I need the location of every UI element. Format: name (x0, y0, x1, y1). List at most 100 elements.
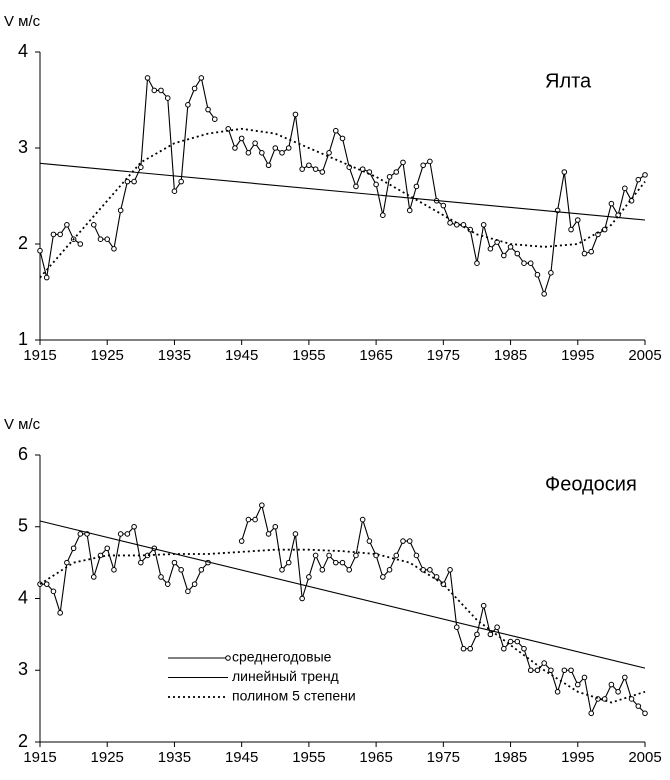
data-point (400, 159, 406, 166)
y-tick-label: 1 (18, 329, 28, 349)
data-point (131, 178, 137, 185)
data-point (447, 220, 453, 226)
data-point (332, 559, 339, 566)
data-point (507, 638, 514, 645)
x-tick-label: 1975 (427, 749, 460, 766)
data-point (521, 645, 527, 652)
data-point (37, 247, 43, 254)
x-tick-label: 1975 (427, 347, 460, 364)
data-point (622, 185, 628, 192)
data-point (460, 645, 467, 652)
series-line (39, 127, 646, 279)
chart: V м/с Феодосия 2 3 4 5 6 1915 1925 1935 1945 1955 19… (4, 416, 662, 766)
data-point (527, 260, 534, 267)
data-point (259, 150, 265, 156)
data-point (164, 95, 171, 101)
data-point (158, 574, 164, 580)
data-point (97, 236, 104, 242)
data-point (43, 274, 50, 281)
data-point (474, 631, 480, 638)
data-point (50, 231, 57, 238)
data-point (574, 681, 581, 688)
data-point (413, 183, 420, 190)
legend-label: линейный тренд (232, 668, 339, 684)
data-point (353, 552, 359, 559)
data-point (359, 166, 366, 172)
data-point (171, 188, 178, 194)
data-point (158, 87, 164, 94)
x-tick-label: 1915 (23, 347, 56, 364)
data-point (548, 270, 554, 276)
data-point (272, 523, 279, 530)
data-point (514, 638, 521, 645)
data-point (628, 696, 635, 702)
data-point (427, 567, 433, 573)
data-point (413, 552, 420, 559)
data-point (608, 200, 615, 207)
data-point (144, 75, 151, 81)
data-point (380, 212, 386, 218)
x-tick-label: 1995 (561, 749, 594, 766)
y-tick-label: 3 (18, 659, 28, 679)
legend-marker (225, 655, 231, 661)
data-point (138, 559, 144, 566)
data-point (111, 246, 117, 252)
data-point (487, 631, 494, 638)
data-point (285, 559, 292, 566)
data-point (64, 559, 70, 566)
data-point (117, 531, 124, 537)
data-point (131, 523, 137, 530)
y-axis-label: V м/с (4, 416, 41, 433)
data-point (494, 624, 500, 631)
x-tick-label: 1965 (359, 347, 392, 364)
data-point (319, 567, 326, 573)
x-tick-label: 1955 (292, 749, 325, 766)
data-point (332, 127, 339, 134)
x-tick-label: 1935 (158, 749, 191, 766)
data-point (306, 162, 312, 169)
data-point (191, 85, 198, 92)
x-tick-label: 1945 (225, 749, 258, 766)
data-point (554, 688, 561, 695)
data-point (467, 645, 474, 652)
legend-label: полином 5 степени (232, 688, 356, 704)
data-point (104, 236, 111, 242)
data-point (326, 552, 332, 559)
data-point (581, 674, 588, 681)
data-point (521, 260, 527, 267)
x-tick-label: 1985 (494, 347, 527, 364)
chart: V м/с Ялта 1 2 3 4 1915 1925 1935 1945 1955 1965 197… (4, 13, 662, 364)
data-point (178, 567, 184, 573)
y-tick-label: 2 (18, 233, 28, 253)
y-tick-label: 6 (18, 444, 28, 464)
data-point (252, 140, 258, 146)
data-point (259, 502, 265, 509)
data-point (198, 567, 205, 573)
data-point (339, 135, 346, 142)
data-point (312, 166, 319, 172)
annotation: Ялта (545, 70, 592, 92)
data-point (346, 567, 353, 573)
x-tick-label: 1945 (225, 347, 258, 364)
data-point (642, 710, 648, 717)
data-point (211, 116, 218, 122)
y-tick-label: 4 (18, 41, 28, 61)
data-point (561, 667, 568, 674)
x-tick-label: 1995 (561, 347, 594, 364)
legend-label: среднегодовые (232, 649, 332, 665)
x-tick-label: 1985 (494, 749, 527, 766)
data-point (326, 150, 332, 156)
data-point (588, 710, 595, 717)
x-tick-label: 1955 (292, 347, 325, 364)
data-point (252, 516, 258, 523)
data-point (138, 164, 144, 170)
data-point (541, 291, 547, 297)
data-point (568, 226, 574, 233)
data-point (306, 574, 312, 580)
data-point (50, 588, 57, 595)
data-point (480, 602, 487, 609)
data-point (225, 126, 232, 132)
data-point (339, 559, 346, 566)
data-point (400, 538, 406, 544)
data-point (245, 150, 252, 156)
